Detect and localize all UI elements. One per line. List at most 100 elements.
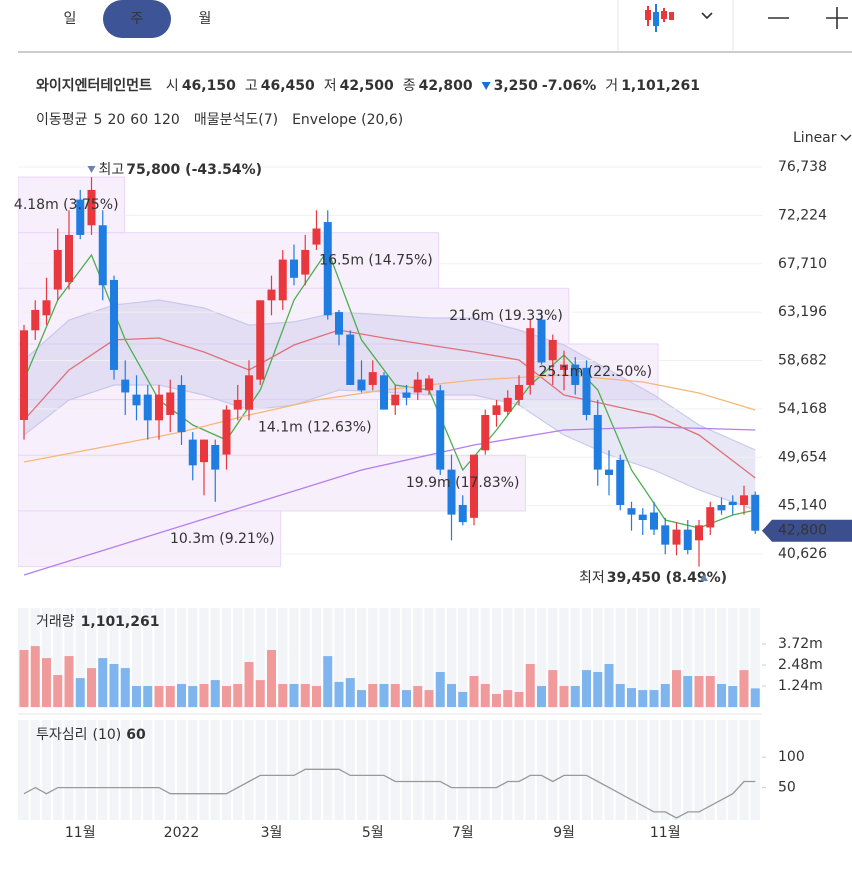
volume-bar (357, 690, 366, 707)
candle-body (98, 225, 107, 286)
candle-body (447, 469, 456, 515)
icon-part (645, 10, 651, 20)
profile-label: 10.3m (9.21%) (170, 531, 275, 547)
x-tick-label: 7월 (452, 825, 474, 841)
candle-body (728, 501, 737, 505)
candle-body (65, 234, 73, 283)
volume-bar (559, 686, 569, 707)
tab-selected (103, 0, 171, 38)
volume-bar (492, 693, 501, 707)
volume-bar (728, 686, 738, 707)
y-tick-label: 40,626 (778, 546, 827, 562)
volume-bar (649, 690, 659, 707)
candle-body (391, 394, 400, 406)
candle-body (245, 375, 253, 410)
candle-body (357, 379, 366, 391)
volume-bar (132, 686, 141, 707)
max-label: 최고 (99, 162, 125, 178)
legend-entry: Envelope (20,6) (292, 112, 403, 128)
candle-body (132, 394, 141, 406)
y-tick-label: 76,738 (778, 159, 827, 175)
candle-body (503, 397, 512, 412)
candle-body (560, 364, 568, 370)
profile-label: 21.6m (19.33%) (449, 308, 563, 324)
candle-body (188, 439, 197, 466)
zoom-in[interactable] (826, 7, 848, 29)
volume-bar (660, 683, 670, 707)
sentiment-line (23, 768, 756, 819)
candle-body (233, 399, 242, 410)
volume-bar (87, 668, 96, 707)
volume-bar (278, 683, 288, 707)
legend-entry: 120 (153, 112, 180, 128)
volume-bar (503, 690, 513, 707)
candle-body (706, 507, 715, 528)
candle-body (380, 375, 388, 410)
scale-mode[interactable]: Linear (793, 130, 837, 146)
volume-bar (345, 678, 355, 707)
volume-bar (289, 683, 299, 707)
volume-bar (154, 686, 164, 707)
candle-body (717, 504, 726, 511)
candle-body (20, 330, 28, 421)
legend-title: 이동평균 (36, 112, 88, 128)
candle-body (683, 529, 692, 550)
panel-value: 1,101,261 (81, 614, 160, 630)
candle-body (301, 249, 310, 275)
min-label: 최저 (579, 570, 605, 586)
y-tick-label: 49,654 (778, 449, 827, 465)
volume-bar (537, 686, 546, 707)
y-tick-label: 3.72m (778, 636, 823, 652)
change-value: 3,250 (494, 78, 539, 94)
quote-label: 시 (166, 78, 179, 94)
quote-label: 거 (605, 78, 618, 94)
volume-bar (255, 680, 265, 707)
candle-body (256, 300, 265, 380)
legend-entry: 20 (107, 112, 125, 128)
candle-body (650, 512, 658, 530)
icon-part (669, 12, 674, 20)
volume-bar (514, 691, 524, 707)
volume-bar (638, 690, 648, 707)
tab[interactable]: 일 (64, 11, 77, 27)
volume-bar (30, 646, 40, 707)
tab[interactable]: 월 (199, 11, 212, 27)
last-price-tag (762, 519, 852, 542)
scale-chevron[interactable] (840, 134, 852, 141)
dropdown-chevron[interactable] (701, 12, 713, 20)
volume-bar (53, 675, 63, 707)
last-price-label: 42,800 (778, 523, 827, 539)
candle-body (605, 469, 613, 475)
candle-body (267, 289, 276, 301)
candle-body (571, 364, 580, 385)
chart-type-icon[interactable] (645, 4, 674, 32)
volume-bar (64, 656, 74, 707)
y-tick-label: 58,682 (778, 353, 827, 369)
candle-body (593, 414, 602, 470)
candle-body (312, 228, 321, 245)
profile-label: 16.5m (14.75%) (319, 253, 433, 269)
candle-body (638, 514, 647, 520)
quote-label: 고 (245, 78, 258, 94)
candle-body (143, 394, 152, 421)
volume-bar (222, 686, 231, 707)
volume-bar (98, 658, 108, 707)
moving-average (23, 426, 756, 576)
volume-bar (334, 681, 344, 707)
candle-body (335, 312, 343, 335)
panel-title: 거래량 (36, 614, 75, 630)
volume-bar (424, 690, 434, 707)
tab[interactable]: 주 (131, 11, 144, 27)
panel-period: (10) (93, 727, 122, 743)
y-tick-label: 45,140 (778, 498, 827, 514)
y-tick-label: 67,710 (778, 256, 827, 272)
candle-body (582, 367, 591, 415)
x-tick-label: 2022 (164, 825, 200, 841)
icon-part (661, 11, 667, 19)
volume-bar (548, 670, 558, 707)
volume-bar (435, 671, 445, 707)
volume-bar (750, 688, 760, 707)
volume-bar (42, 658, 51, 707)
quote-value: 46,450 (261, 78, 315, 94)
candle-body (481, 414, 490, 451)
